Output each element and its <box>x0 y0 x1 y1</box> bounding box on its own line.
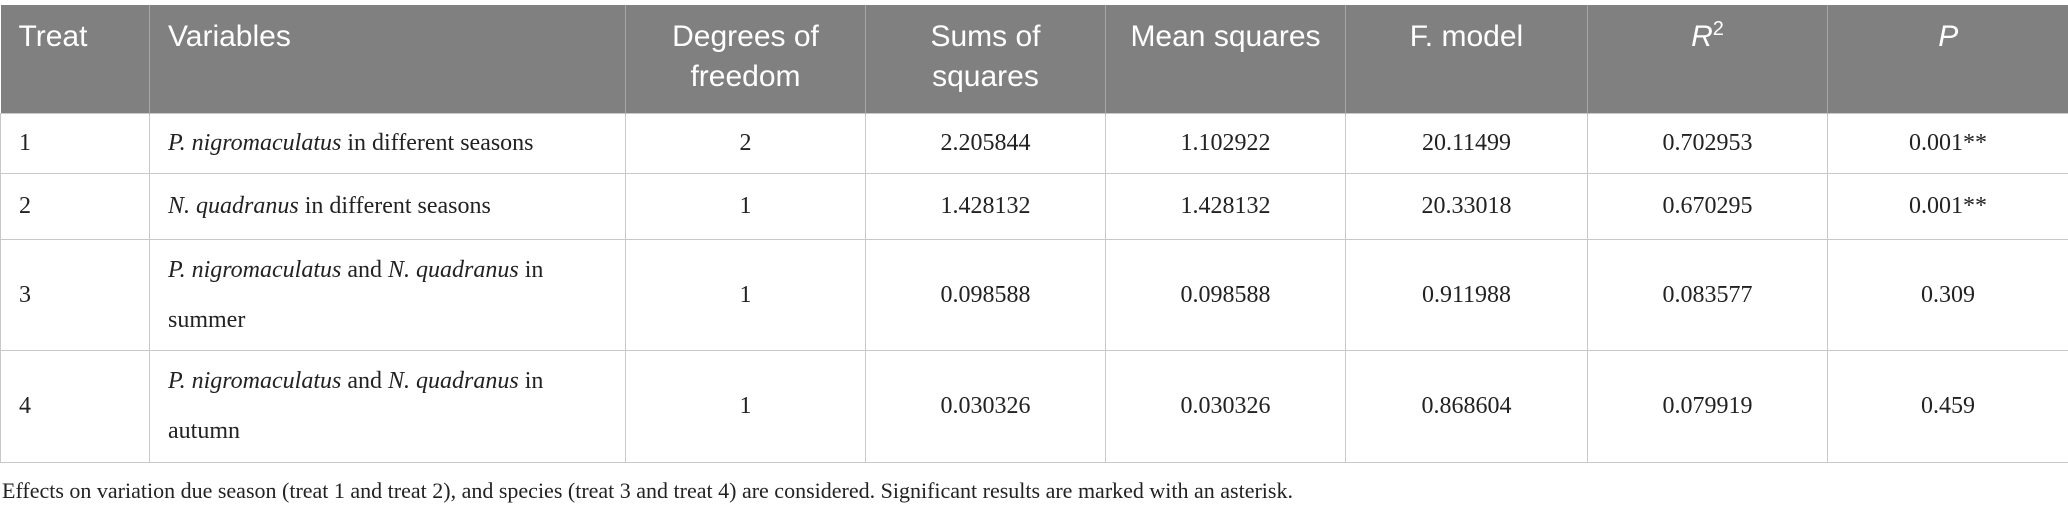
text-run: 0.083577 <box>1662 281 1753 308</box>
text-run: 0.030326 <box>940 393 1031 419</box>
table-cell: 1.428132 <box>865 172 1106 240</box>
text-run: 0.702953 <box>1662 130 1753 156</box>
text-run: 2 <box>1712 18 1724 40</box>
footnote: Effects on variation due season (treat 1… <box>2 478 1293 503</box>
text-run: 3 <box>19 281 31 308</box>
table-cell: 0.702953 <box>1587 112 1828 174</box>
text-run: P. nigromaculatus <box>168 368 342 394</box>
text-run: in different seasons <box>298 193 491 219</box>
table-cell: 0.670295 <box>1587 172 1828 240</box>
table-cell: 0.030326 <box>865 349 1106 463</box>
text-run: F. model <box>1409 20 1524 53</box>
table-cell: 2 <box>625 112 866 174</box>
text-run: 0.309 <box>1921 281 1975 308</box>
text-run: 2 <box>739 130 752 156</box>
table-cell: 1.428132 <box>1105 172 1346 240</box>
text-run: in autumn <box>168 368 544 444</box>
text-run: 1.428132 <box>1180 193 1271 219</box>
text-run: N. quadranus <box>388 256 519 283</box>
column-header: Degrees of freedom <box>625 5 866 113</box>
text-run: 0.098588 <box>1180 281 1271 308</box>
table-cell: 1 <box>625 349 866 463</box>
text-run: 0.098588 <box>940 281 1031 308</box>
text-run: 0.001** <box>1909 130 1987 156</box>
text-run: 4 <box>19 393 31 419</box>
table-row: 4 P. nigromaculatus and N. quadranus in a… <box>0 349 2068 463</box>
table-cell: 0.083577 <box>1587 238 1828 351</box>
table-cell: 4 <box>0 349 150 463</box>
text-run: Degrees of freedom <box>672 20 819 93</box>
table-cell: 0.309 <box>1827 238 2068 351</box>
text-run: Treat <box>18 20 88 53</box>
table-cell: 0.911988 <box>1345 238 1588 351</box>
column-header: Sums of squares <box>865 5 1106 113</box>
table-cell: 1 <box>625 238 866 351</box>
table-cell: P. nigromaculatus in different seasons <box>149 112 626 174</box>
table-cell: 0.079919 <box>1587 349 1828 463</box>
column-header: Treat <box>0 5 150 113</box>
table-cell: 3 <box>0 238 150 351</box>
text-run: 0.459 <box>1921 393 1975 419</box>
text-run: 20.11499 <box>1421 130 1512 156</box>
text-run: N. quadranus <box>168 193 299 219</box>
text-run: 20.33018 <box>1421 193 1512 219</box>
table-cell: 1 <box>0 112 150 174</box>
table-row: 2 N. quadranus in different seasons 1 1.428… <box>0 172 2068 240</box>
text-run: P <box>1938 20 1959 53</box>
table-cell: 0.098588 <box>865 238 1106 351</box>
table-cell: 1 <box>625 172 866 240</box>
text-run: 0.868604 <box>1421 393 1512 419</box>
column-header: F. model <box>1345 5 1588 113</box>
text-run: R <box>1691 20 1713 53</box>
text-run: 1 <box>739 281 752 308</box>
text-run: 2 <box>19 193 31 219</box>
text-run: and <box>341 256 388 283</box>
table-cell: 0.030326 <box>1105 349 1346 463</box>
text-run: in summer <box>168 256 544 333</box>
column-header: Mean squares <box>1105 5 1346 113</box>
text-run: in different seasons <box>341 130 534 156</box>
table-cell: 0.001** <box>1827 172 2068 240</box>
text-run: 0.079919 <box>1662 393 1753 419</box>
text-run: 2.205844 <box>940 130 1031 156</box>
table-body: 1 P. nigromaculatus in different seasons 2… <box>0 112 2068 463</box>
table-cell: 2 <box>0 172 150 240</box>
table-cell: 0.098588 <box>1105 238 1346 351</box>
text-run: 1.428132 <box>940 193 1031 219</box>
text-run: 0.001** <box>1909 193 1987 219</box>
table-cell: 2.205844 <box>865 112 1106 174</box>
table-cell: N. quadranus in different seasons <box>149 172 626 240</box>
text-run: 1 <box>739 193 752 219</box>
table-cell: 1.102922 <box>1105 112 1346 174</box>
table-row: 1 P. nigromaculatus in different seasons 2… <box>0 112 2068 174</box>
table-cell: 20.33018 <box>1345 172 1588 240</box>
table-cell: 20.11499 <box>1345 112 1588 174</box>
table-cell: 0.001** <box>1827 112 2068 174</box>
text-run: P. nigromaculatus <box>168 130 342 156</box>
column-header: P <box>1827 5 2068 113</box>
table-row: 3 P. nigromaculatus and N. quadranus in s… <box>0 238 2068 351</box>
anova-table: Treat Variables Degrees of freedom Sums of … <box>0 5 2068 463</box>
table-cell: 0.459 <box>1827 349 2068 463</box>
column-header: R2 <box>1587 5 1828 113</box>
text-run: N. quadranus <box>388 368 519 394</box>
text-run: Sums of squares <box>930 20 1041 93</box>
text-run: Variables <box>168 20 291 53</box>
text-run: 1 <box>739 393 752 419</box>
text-run: 0.030326 <box>1180 393 1271 419</box>
text-run: 1.102922 <box>1180 130 1271 156</box>
text-run: Mean squares <box>1130 20 1321 53</box>
header-row: Treat Variables Degrees of freedom Sums of … <box>0 5 2068 113</box>
text-run: 0.911988 <box>1421 281 1512 308</box>
table-cell: P. nigromaculatus and N. quadranus in su… <box>149 238 626 351</box>
text-run: 0.670295 <box>1662 193 1753 219</box>
text-run: 1 <box>19 130 31 156</box>
text-run: P. nigromaculatus <box>168 256 342 283</box>
table-cell: P. nigromaculatus and N. quadranus in au… <box>149 349 626 463</box>
column-header: Variables <box>149 5 626 113</box>
table-cell: 0.868604 <box>1345 349 1588 463</box>
text-run: and <box>341 368 388 394</box>
